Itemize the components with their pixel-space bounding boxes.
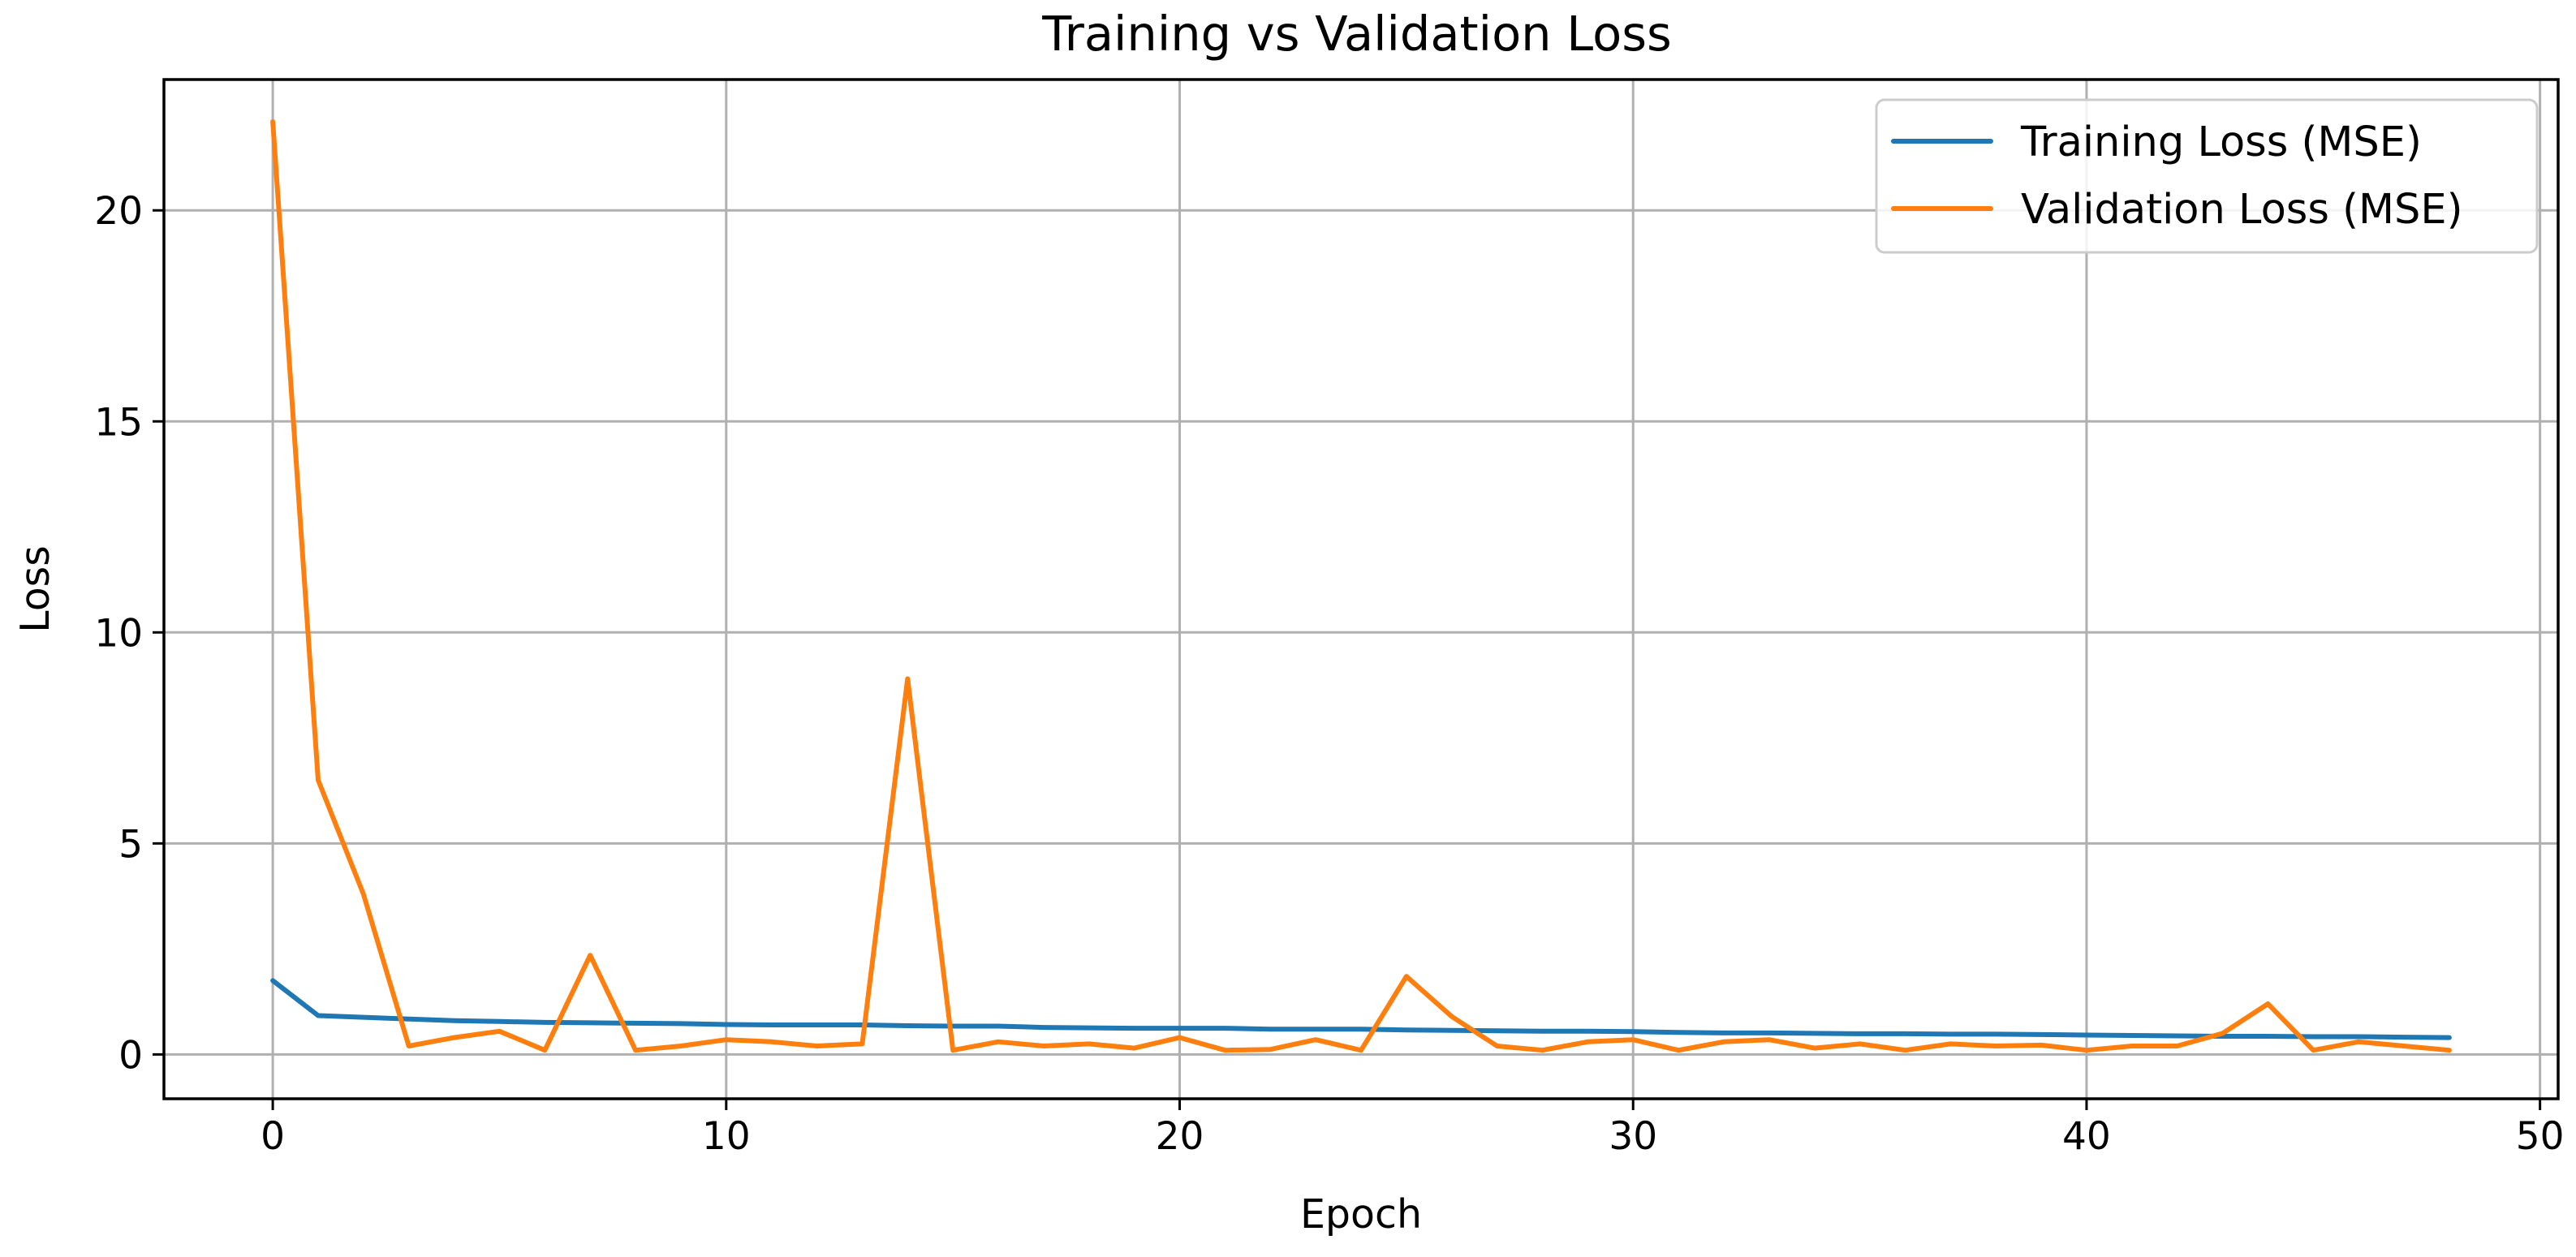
legend-label-validation: Validation Loss (MSE) [2021, 186, 2463, 234]
x-tick-label: 30 [1609, 1114, 1657, 1159]
y-axis-label: Loss [12, 545, 58, 632]
legend-box [1875, 98, 2539, 254]
training-loss-line [270, 978, 2452, 1040]
y-tick-label: 10 [94, 611, 143, 656]
validation-loss-line [270, 119, 2452, 1053]
x-axis-label: Epoch [1300, 1191, 1422, 1238]
ticks: 0 10 20 30 40 50 0 5 10 15 20 [94, 189, 2564, 1159]
legend-label-training: Training Loss (MSE) [2020, 118, 2422, 166]
y-tick-label: 15 [94, 400, 143, 445]
x-tick-label: 40 [2062, 1114, 2111, 1159]
x-tick-label: 10 [702, 1114, 751, 1159]
y-tick-label: 20 [94, 189, 143, 234]
x-tick-label: 20 [1156, 1114, 1204, 1159]
x-tick-label: 0 [261, 1114, 285, 1159]
axes-frame [162, 78, 2560, 1100]
x-tick-label: 50 [2516, 1114, 2565, 1159]
legend: Training Loss (MSE) Validation Loss (MSE… [1875, 98, 2539, 254]
series-lines [270, 119, 2452, 1053]
y-tick-label: 0 [118, 1033, 143, 1078]
y-tick-label: 5 [118, 822, 143, 867]
chart-title: Training vs Validation Loss [1041, 6, 1671, 62]
